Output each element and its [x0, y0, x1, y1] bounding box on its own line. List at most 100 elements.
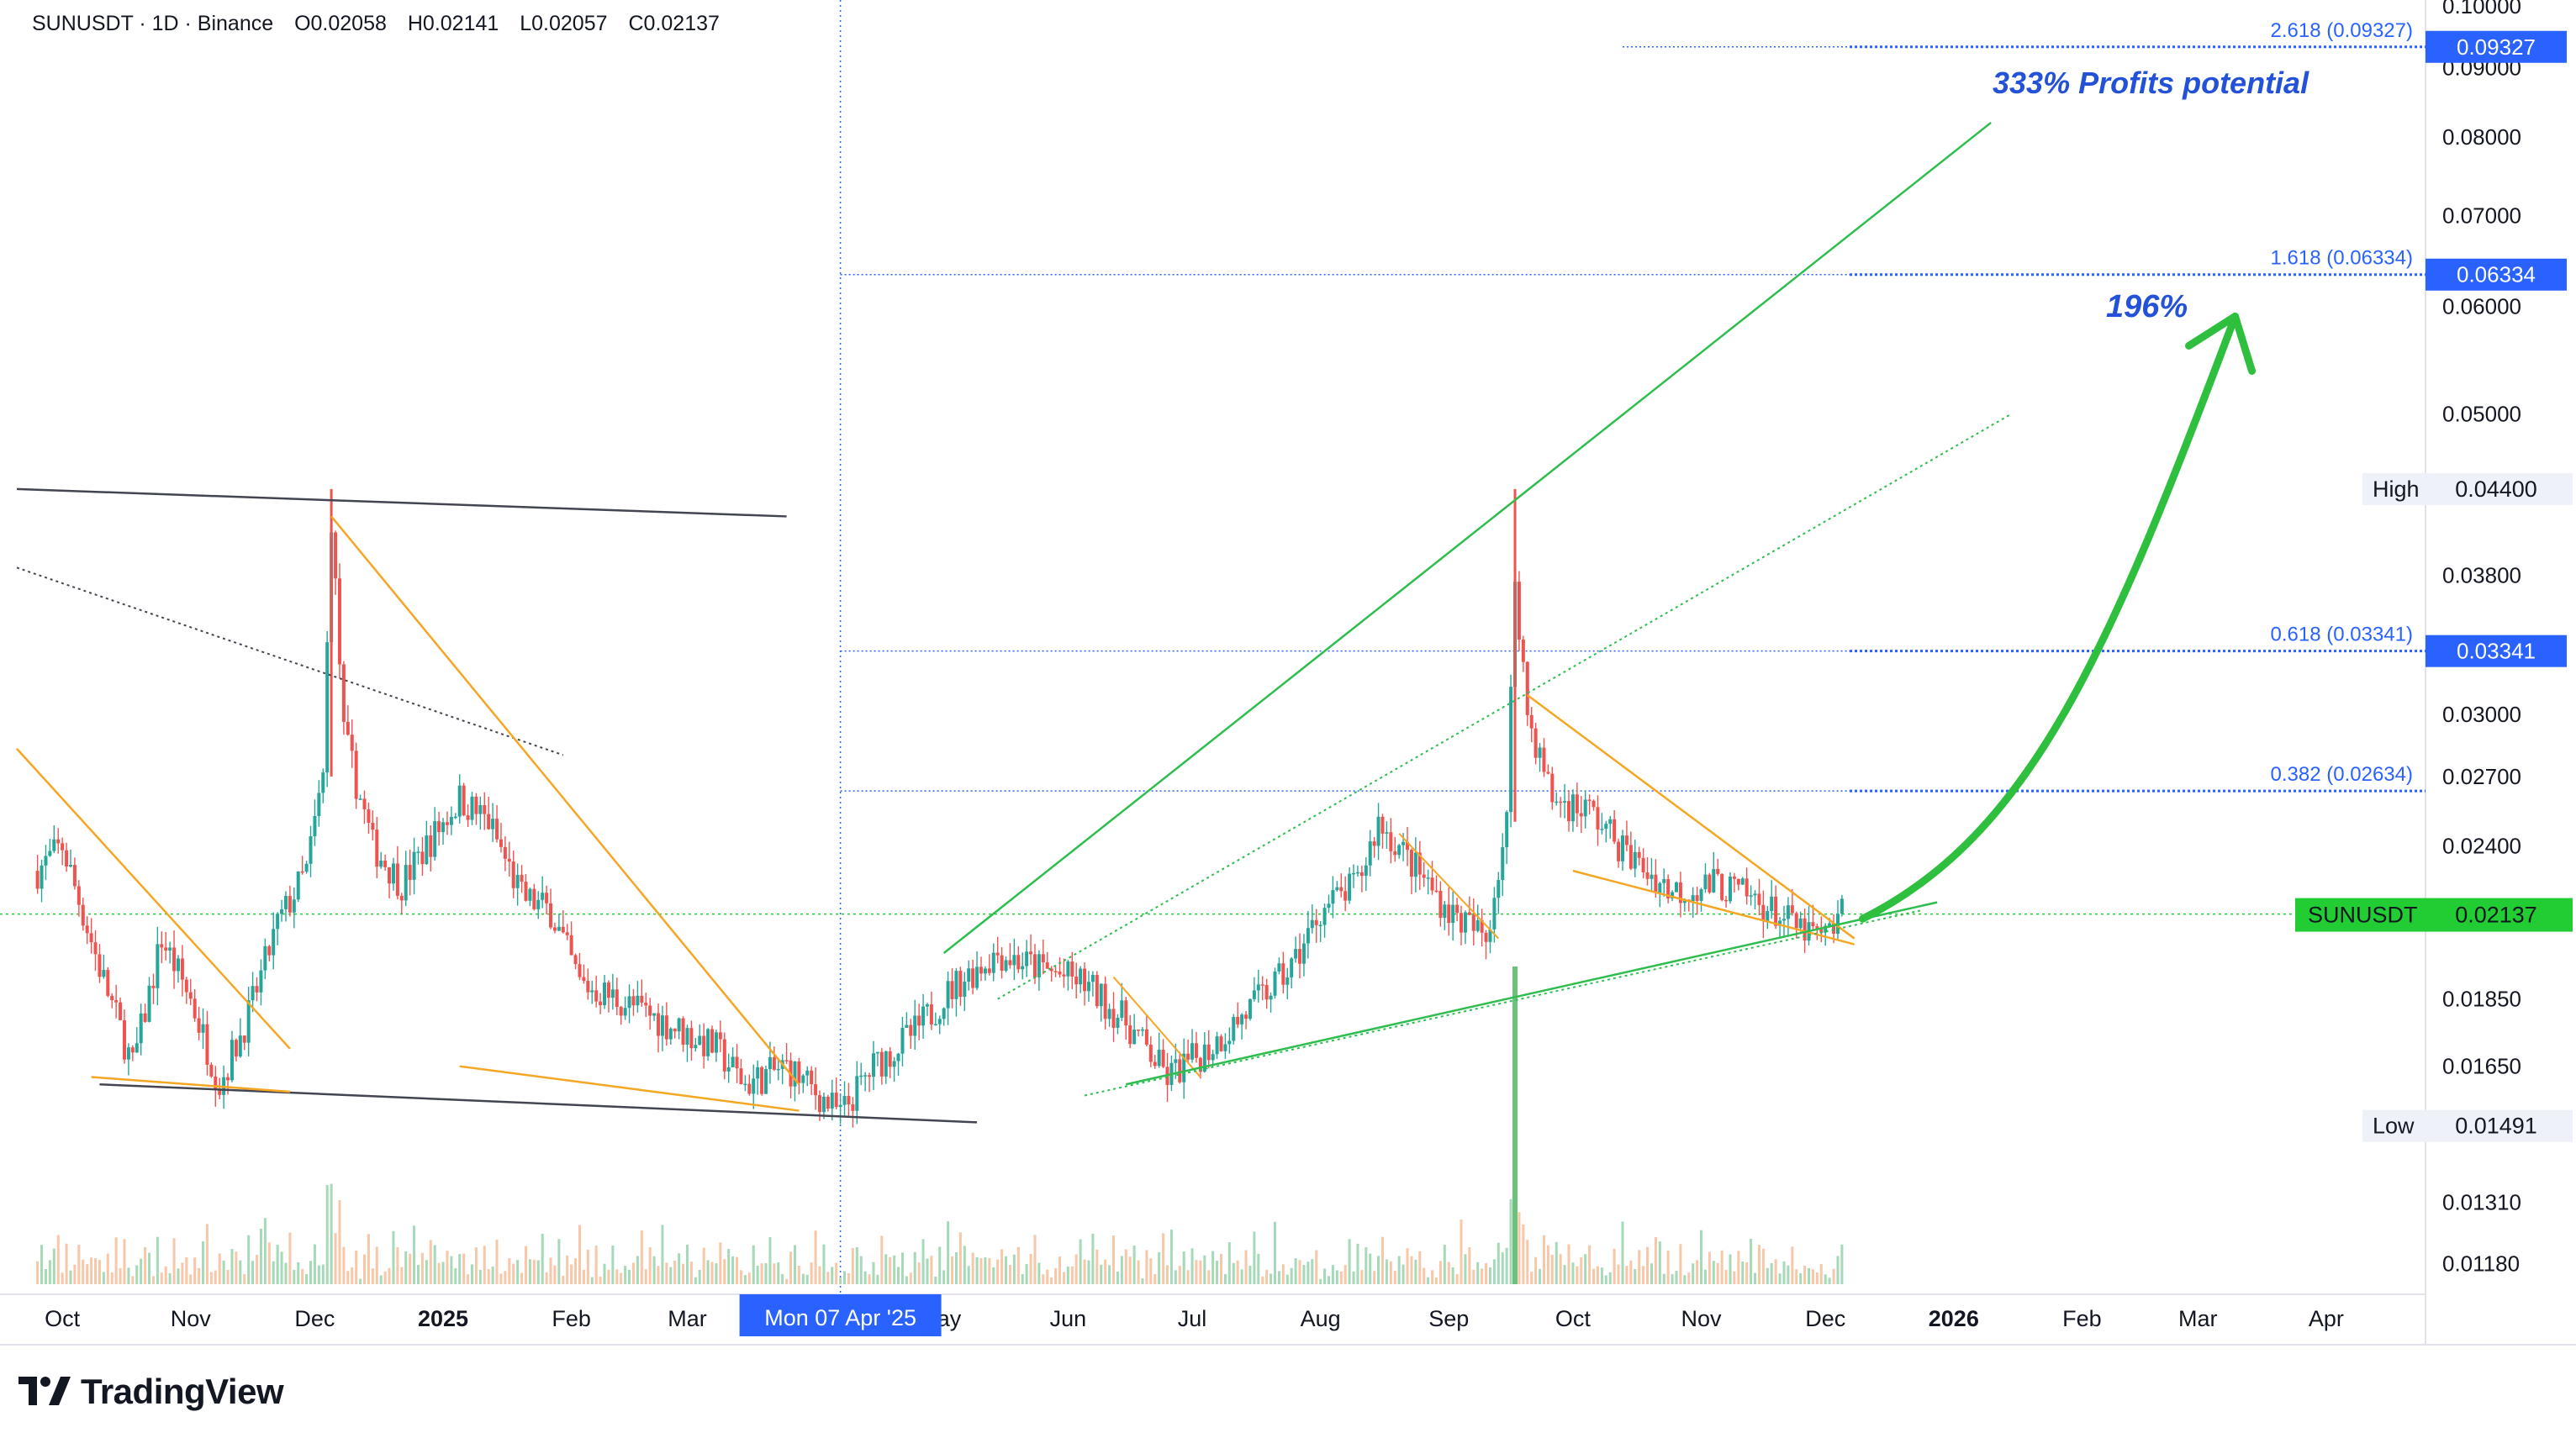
last-price-symbol: SUNUSDT	[2308, 903, 2418, 928]
candle-body	[457, 785, 462, 817]
volume-bar	[1315, 1250, 1318, 1284]
volume-bar	[839, 1277, 842, 1284]
ohlc-high: H0.02141	[407, 12, 499, 35]
candle-body	[967, 968, 971, 982]
symbol-title: SUNUSDT · 1D · Binance	[32, 12, 274, 35]
high-price-tag-value: 0.04400	[2455, 477, 2537, 502]
candle-body	[1475, 919, 1480, 931]
volume-bar	[574, 1258, 578, 1284]
volume-bar	[644, 1269, 647, 1284]
volume-bar	[1803, 1265, 1807, 1284]
volume-bar	[893, 1255, 896, 1284]
fib-price-badge-text: 0.03341	[2457, 639, 2536, 664]
volume-bar	[1782, 1261, 1786, 1284]
candle-body	[1248, 998, 1252, 1019]
candle-body	[826, 1096, 830, 1109]
candle-body	[1422, 874, 1426, 878]
candle-body	[1137, 1030, 1141, 1031]
candle-body	[975, 967, 979, 988]
volume-bar	[1468, 1247, 1471, 1284]
candle-body	[188, 992, 193, 999]
volume-bar	[636, 1256, 639, 1284]
candle-body	[197, 1018, 201, 1033]
candle-body	[1401, 841, 1406, 845]
x-tick-label: Dec	[294, 1306, 335, 1331]
candle-body	[1004, 960, 1008, 972]
tradingview-logo[interactable]: TradingView	[18, 1372, 284, 1412]
candle-body	[879, 1051, 884, 1077]
wedge-line	[16, 748, 291, 1050]
volume-bar	[1137, 1260, 1140, 1284]
volume-bar	[1270, 1273, 1273, 1284]
candle-body	[350, 735, 354, 751]
candle-body	[1132, 1030, 1137, 1045]
volume-bar	[963, 1246, 966, 1284]
volume-bar	[723, 1259, 726, 1284]
candle-body	[334, 532, 338, 579]
candle-body	[896, 1053, 900, 1061]
volume-bar	[562, 1275, 565, 1284]
candle-body	[810, 1070, 814, 1085]
candle-body	[362, 798, 367, 810]
candle-body	[1045, 962, 1049, 969]
candle-body	[1406, 841, 1410, 851]
candle-body	[1049, 968, 1053, 972]
candle-body	[1128, 1025, 1132, 1045]
candle-body	[1786, 905, 1790, 919]
volume-bar	[1153, 1273, 1157, 1284]
candle-body	[842, 1096, 847, 1105]
last-price-bg	[2295, 898, 2573, 932]
volume-bar	[657, 1266, 660, 1284]
low-price-tag-bg	[2362, 1109, 2573, 1142]
volume-bar	[1559, 1254, 1562, 1284]
candle-body	[851, 1104, 855, 1111]
candle-body	[242, 1035, 246, 1043]
volume-bar	[1488, 1267, 1491, 1284]
volume-bar	[532, 1259, 536, 1284]
candle-body	[292, 899, 296, 913]
volume-bar	[1285, 1274, 1289, 1284]
candle-body	[1318, 924, 1322, 926]
candle-body	[68, 865, 72, 867]
volume-bar	[433, 1245, 436, 1284]
candle-body	[1699, 889, 1703, 901]
volume-bar	[541, 1234, 544, 1284]
volume-bar	[499, 1273, 503, 1284]
volume-bar	[417, 1265, 420, 1284]
candle-body	[429, 835, 433, 857]
volume-bar	[1377, 1256, 1380, 1284]
candle-body	[280, 909, 284, 914]
volume-bar	[458, 1254, 462, 1284]
candle-body	[1260, 984, 1264, 986]
candle-body	[1613, 819, 1617, 842]
volume-bar	[512, 1263, 515, 1284]
volume-bar	[1005, 1256, 1008, 1284]
volume-bar	[363, 1254, 367, 1284]
candle-body	[1277, 963, 1281, 972]
tradingview-icon	[18, 1375, 71, 1409]
volume-bar	[1236, 1260, 1239, 1284]
candle-body	[453, 816, 457, 819]
candle-body	[1352, 872, 1356, 875]
candle-body	[1000, 955, 1004, 972]
candle-body	[1555, 801, 1559, 803]
candle-body	[1467, 912, 1471, 915]
volume-bar	[1104, 1259, 1107, 1284]
candle-body	[143, 1013, 147, 1022]
candle-body	[954, 971, 958, 999]
candle-body	[1550, 773, 1555, 803]
volume-bar	[36, 1261, 40, 1284]
volume-bar	[226, 1270, 230, 1284]
candle-body	[925, 1004, 929, 1007]
volume-bar	[462, 1253, 466, 1284]
volume-bar	[470, 1264, 473, 1284]
candle-body	[640, 995, 644, 1003]
volume-bar	[1787, 1265, 1790, 1284]
candle-body	[1186, 1053, 1190, 1060]
volume-bar	[297, 1262, 300, 1284]
volume-bar	[1476, 1262, 1480, 1284]
candle-body	[1828, 923, 1832, 926]
candle-body	[1600, 829, 1604, 830]
candle-body	[1521, 640, 1525, 662]
